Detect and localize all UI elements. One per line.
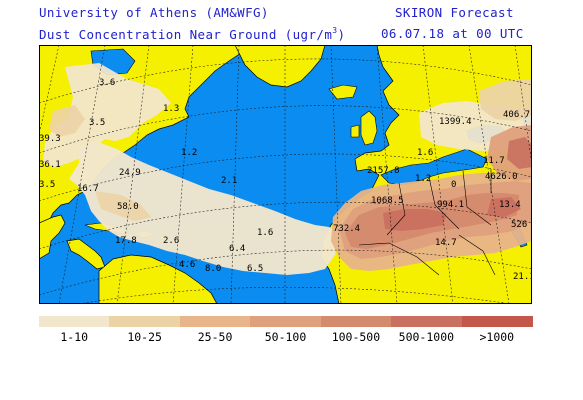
map-label: 2.6 [163,236,179,246]
land-mexico [39,214,66,260]
meridian-line [422,45,454,304]
meridian-line [376,45,398,304]
legend-swatch [320,316,392,327]
legend-swatch [250,316,322,327]
model-title: SKIRON Forecast [395,5,514,20]
map-label: 24.9 [119,168,141,178]
parallel-line [78,286,514,304]
map-label: 406.7 [503,110,530,120]
country-borders [358,169,496,276]
parallel-line [39,249,532,296]
land-south-america [98,254,218,304]
graticule [39,45,532,304]
dust-east-med [479,79,532,121]
legend-label: >1000 [479,330,515,344]
map-label: 16.7 [77,184,99,194]
map-label: 13.4 [499,200,521,210]
variable-title-close: ) [337,27,346,42]
dust-map: 3.6 1.3 3.5 39.3 1.2 36.1 24.9 3.5 16.7 … [39,45,532,304]
legend-label: 50-100 [264,330,307,344]
map-label: 3.5 [39,180,55,190]
border-line [386,182,406,236]
map-label: 4626.0 [485,172,518,182]
dust-na-light [49,105,85,137]
legend-swatch [391,316,463,327]
dust-atlantic-plume [69,143,339,275]
legend-swatch [39,316,110,327]
land-britain [350,110,378,146]
map-canvas: 3.6 1.3 3.5 39.3 1.2 36.1 24.9 3.5 16.7 … [39,45,532,304]
map-frame [39,45,532,304]
map-label: 6.4 [229,244,245,254]
map-label: 2.1 [221,176,237,186]
map-label: 1068.5 [371,196,404,206]
meridian-line [230,45,240,304]
meridian-line [330,45,342,304]
dust-sahara-core [383,197,521,231]
variable-title: Dust Concentration Near Ground (ugr/m3) [39,26,345,42]
variable-title-text: Dust Concentration Near Ground (ugr/m [39,27,333,42]
map-label: 11.7 [483,156,505,166]
land-greenland [234,45,326,88]
legend-label: 500-1000 [398,330,455,344]
map-label: 732.4 [333,224,360,234]
concentration-labels: 3.6 1.3 3.5 39.3 1.2 36.1 24.9 3.5 16.7 … [39,78,532,282]
border-line [358,242,440,276]
map-label: 36.1 [39,160,61,170]
map-label: 1.6 [257,228,273,238]
map-label: 1.3 [163,104,179,114]
dust-mideast-core [507,137,532,169]
map-label: 1.6 [417,148,433,158]
forecast-datetime: 06.07.18 at 00 UTC [381,26,524,41]
legend-label: 10-25 [127,330,162,344]
map-label: 39.3 [39,134,61,144]
legend-swatch [461,316,533,327]
map-label: 526 [511,220,527,230]
map-label: 2157.8 [367,166,400,176]
border-line [462,170,492,226]
legend-label: 100-500 [331,330,381,344]
map-label: 3.6 [99,78,115,88]
variable-title-exponent: 3 [332,26,338,35]
legend-label: 1-10 [60,330,89,344]
meridian-line [172,45,194,304]
map-label: 4.6 [179,260,195,270]
map-label: 14.7 [435,238,457,248]
legend-swatch [109,316,181,327]
meridian-line [116,45,150,304]
legend-label: 25-50 [197,330,233,344]
institution-title: University of Athens (AM&WFG) [39,5,269,20]
border-line [458,234,496,276]
map-label: 8.0 [205,264,221,274]
map-label: 17.8 [115,236,137,246]
map-label: 3.5 [89,118,105,128]
map-label: 1399.4 [439,117,472,127]
legend-swatch [179,316,251,327]
map-label: 994.1 [437,200,464,210]
map-label: 0 [451,180,456,190]
dust-caribbean [95,191,151,221]
dust-north-america [43,63,171,167]
map-label: 1.2 [415,174,431,184]
meridian-line [514,45,532,166]
border-line [428,176,460,230]
map-label: 21.1 [513,272,532,282]
map-label: 6.5 [247,264,263,274]
map-label: 1.2 [181,148,197,158]
map-label: 58.0 [117,202,139,212]
meridian-line [39,45,60,136]
land-iceland [328,84,358,100]
